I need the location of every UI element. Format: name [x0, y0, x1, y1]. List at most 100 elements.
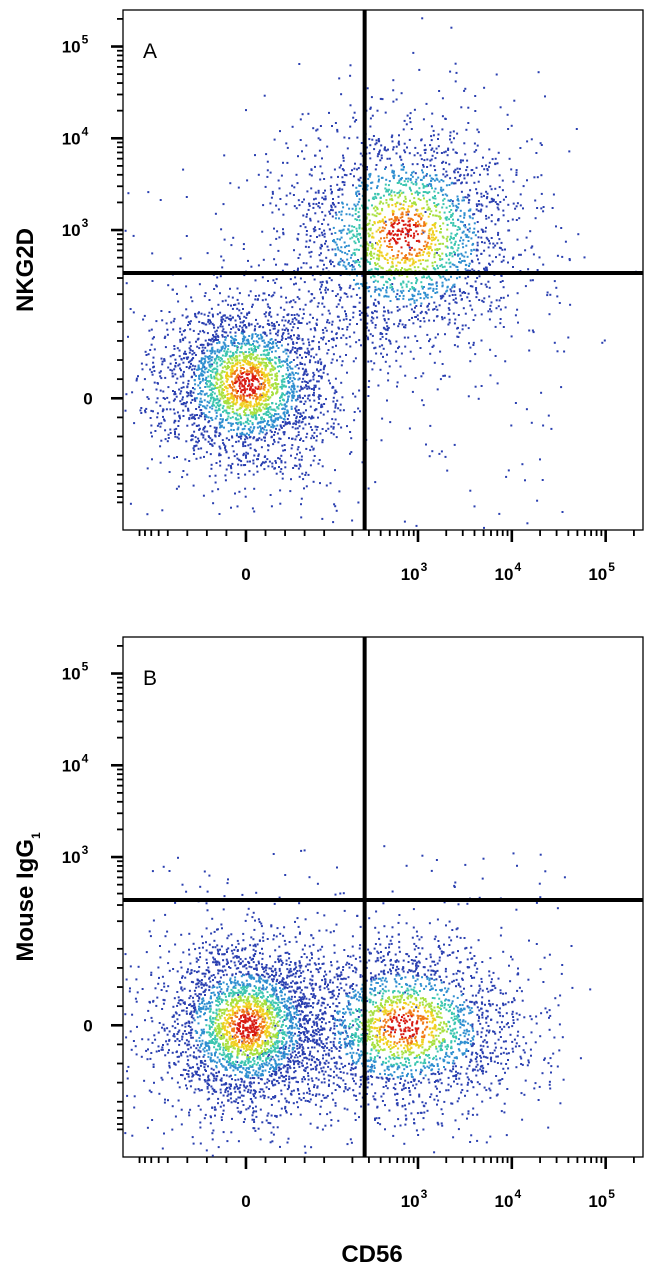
event-dot — [219, 356, 222, 359]
event-dot — [396, 298, 399, 301]
event-dot — [266, 374, 269, 377]
event-dot — [381, 207, 384, 210]
event-dot — [430, 185, 433, 187]
event-dot — [261, 230, 264, 233]
event-dot — [182, 330, 185, 333]
event-dot — [399, 261, 402, 264]
event-dot — [185, 401, 188, 404]
event-dot — [169, 368, 172, 371]
event-dot — [226, 365, 229, 368]
event-dot — [358, 264, 360, 266]
event-dot — [223, 361, 226, 364]
event-dot — [253, 347, 256, 350]
event-dot — [254, 370, 257, 373]
event-dot — [295, 417, 298, 420]
event-dot — [379, 221, 382, 224]
event-dot — [359, 152, 362, 155]
event-dot — [367, 338, 370, 341]
event-dot — [371, 232, 374, 235]
event-dot — [235, 412, 238, 415]
event-dot — [453, 285, 456, 288]
event-dot — [342, 206, 345, 209]
event-dot — [299, 361, 302, 364]
event-dot — [269, 386, 272, 389]
event-dot — [416, 224, 419, 226]
event-dot — [404, 257, 407, 259]
event-dot — [260, 353, 263, 356]
event-dot — [316, 265, 319, 268]
event-dot — [354, 218, 357, 221]
event-dot — [209, 380, 211, 383]
event-dot — [263, 345, 266, 348]
event-dot — [405, 177, 408, 180]
event-dot — [311, 293, 314, 296]
event-dot — [181, 398, 184, 401]
event-dot — [176, 411, 179, 414]
event-dot — [290, 388, 293, 391]
event-dot — [351, 268, 354, 271]
event-dot — [231, 296, 234, 299]
event-dot — [211, 322, 214, 325]
event-dot — [243, 427, 246, 430]
event-dot — [151, 252, 154, 255]
event-dot — [412, 261, 415, 264]
event-dot — [216, 355, 219, 358]
event-dot — [442, 203, 445, 206]
event-dot — [161, 319, 164, 322]
event-dot — [299, 439, 301, 441]
event-dot — [295, 405, 298, 408]
event-dot — [247, 340, 250, 343]
event-dot — [553, 341, 556, 344]
event-dot — [264, 398, 267, 401]
event-dot — [260, 371, 263, 374]
event-dot — [413, 213, 416, 216]
event-dot — [400, 207, 403, 210]
event-dot — [140, 362, 143, 365]
event-dot — [409, 199, 411, 202]
event-dot — [374, 267, 377, 270]
event-dot — [223, 443, 226, 446]
event-dot — [365, 252, 368, 255]
event-dot — [204, 393, 207, 396]
event-dot — [449, 288, 452, 291]
event-dot — [426, 203, 429, 206]
event-dot — [229, 355, 232, 358]
event-dot — [453, 171, 456, 174]
event-dot — [313, 455, 316, 457]
event-dot — [448, 218, 451, 221]
event-dot — [432, 134, 435, 137]
event-dot — [340, 93, 343, 96]
event-dot — [240, 416, 242, 419]
event-dot — [387, 204, 390, 207]
event-dot — [289, 490, 292, 493]
event-dot — [289, 278, 292, 281]
event-dot — [372, 207, 375, 210]
event-dot — [178, 349, 181, 352]
event-dot — [340, 381, 343, 384]
event-dot — [145, 363, 148, 366]
event-dot — [464, 312, 467, 315]
event-dot — [439, 242, 442, 245]
event-dot — [284, 360, 287, 363]
event-dot — [405, 184, 408, 187]
event-dot — [341, 396, 344, 399]
event-dot — [250, 323, 253, 326]
event-dot — [488, 239, 490, 242]
event-dot — [239, 364, 242, 367]
event-dot — [152, 410, 154, 413]
event-dot — [321, 302, 324, 305]
event-dot — [260, 416, 263, 419]
event-dot — [346, 147, 349, 150]
event-dot — [431, 147, 434, 150]
event-dot — [441, 97, 444, 100]
event-dot — [312, 375, 315, 378]
event-dot — [411, 293, 414, 296]
event-dot — [469, 346, 472, 349]
event-dot — [256, 402, 258, 405]
event-dot — [218, 454, 221, 457]
event-dot — [290, 361, 293, 363]
event-dot — [303, 363, 306, 366]
event-dot — [335, 344, 337, 347]
event-dot — [372, 303, 375, 306]
event-dot — [400, 168, 403, 171]
